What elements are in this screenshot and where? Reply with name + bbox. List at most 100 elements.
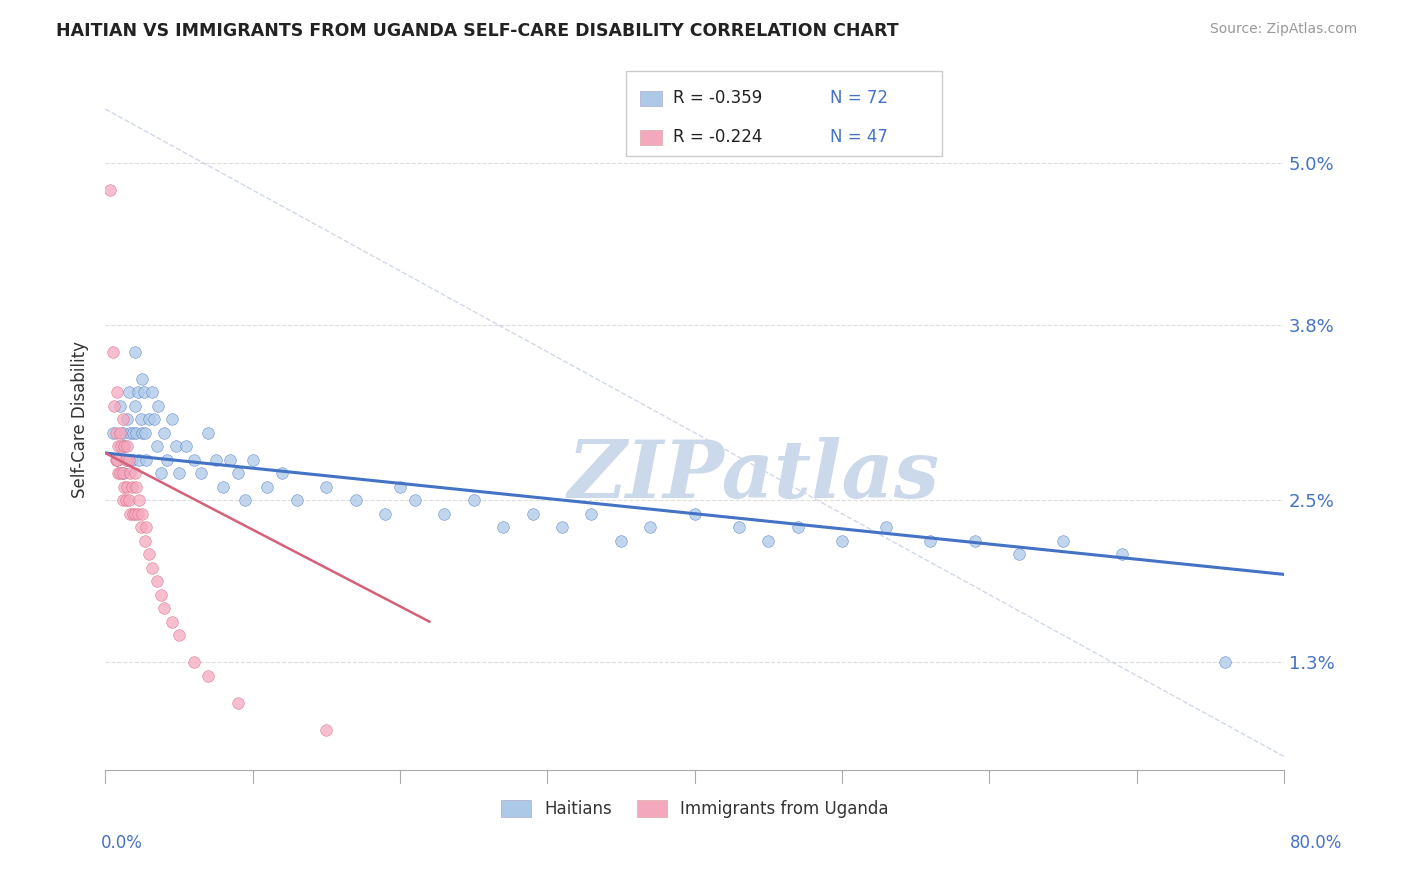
- Point: [141, 385, 163, 400]
- Point: [98, 183, 121, 197]
- Point: [551, 520, 574, 534]
- Point: [120, 467, 142, 481]
- Point: [153, 425, 176, 440]
- Point: [160, 615, 183, 629]
- Point: [1213, 655, 1236, 669]
- Point: [226, 696, 249, 710]
- Point: [112, 439, 135, 453]
- Point: [125, 480, 148, 494]
- Point: [108, 467, 131, 481]
- Point: [233, 493, 256, 508]
- Point: [148, 399, 170, 413]
- Point: [105, 452, 128, 467]
- Point: [121, 452, 143, 467]
- Point: [117, 452, 139, 467]
- Point: [875, 520, 897, 534]
- Point: [212, 480, 235, 494]
- Point: [118, 385, 141, 400]
- Point: [112, 439, 135, 453]
- Point: [125, 425, 148, 440]
- Point: [107, 439, 129, 453]
- Point: [1111, 547, 1133, 561]
- Point: [683, 507, 706, 521]
- Point: [153, 601, 176, 615]
- Point: [135, 520, 157, 534]
- Point: [104, 425, 127, 440]
- Point: [132, 385, 155, 400]
- Point: [128, 452, 150, 467]
- Point: [112, 480, 135, 494]
- Point: [115, 493, 138, 508]
- Point: [111, 493, 134, 508]
- Point: [108, 399, 131, 413]
- Point: [118, 452, 141, 467]
- Point: [124, 344, 146, 359]
- Point: [138, 412, 160, 426]
- Point: [141, 560, 163, 574]
- Point: [120, 425, 142, 440]
- Point: [160, 412, 183, 426]
- Point: [271, 467, 294, 481]
- Point: [183, 452, 205, 467]
- Point: [127, 507, 149, 521]
- Point: [831, 533, 853, 548]
- Point: [134, 425, 156, 440]
- Point: [129, 412, 152, 426]
- Point: [103, 399, 125, 413]
- Point: [640, 520, 662, 534]
- Point: [174, 439, 197, 453]
- Point: [118, 493, 141, 508]
- Text: Source: ZipAtlas.com: Source: ZipAtlas.com: [1209, 22, 1357, 37]
- Point: [344, 493, 367, 508]
- Point: [146, 574, 169, 589]
- Point: [105, 385, 128, 400]
- Point: [117, 439, 139, 453]
- Point: [138, 547, 160, 561]
- Point: [124, 399, 146, 413]
- Point: [117, 412, 139, 426]
- Point: [134, 533, 156, 548]
- Y-axis label: Self-Care Disability: Self-Care Disability: [72, 341, 89, 498]
- Point: [197, 668, 219, 682]
- Point: [285, 493, 308, 508]
- Point: [135, 452, 157, 467]
- Point: [756, 533, 779, 548]
- Point: [124, 467, 146, 481]
- Point: [131, 507, 153, 521]
- Point: [111, 412, 134, 426]
- Point: [581, 507, 603, 521]
- Point: [610, 533, 633, 548]
- Point: [492, 520, 515, 534]
- Point: [167, 467, 190, 481]
- Point: [150, 588, 173, 602]
- Text: 0.0%: 0.0%: [101, 834, 143, 852]
- Point: [727, 520, 749, 534]
- Point: [463, 493, 485, 508]
- Point: [122, 425, 145, 440]
- Point: [101, 344, 124, 359]
- Point: [146, 439, 169, 453]
- Point: [129, 520, 152, 534]
- Point: [963, 533, 986, 548]
- Point: [111, 467, 134, 481]
- Point: [131, 425, 153, 440]
- Point: [165, 439, 187, 453]
- Point: [315, 723, 337, 737]
- Point: [104, 452, 127, 467]
- Point: [128, 493, 150, 508]
- Point: [142, 412, 165, 426]
- Point: [131, 372, 153, 386]
- Point: [183, 655, 205, 669]
- Point: [204, 452, 226, 467]
- Point: [115, 452, 138, 467]
- Text: 80.0%: 80.0%: [1291, 834, 1343, 852]
- Point: [110, 439, 132, 453]
- Point: [121, 480, 143, 494]
- Text: N = 72: N = 72: [830, 89, 887, 107]
- Point: [1052, 533, 1074, 548]
- Point: [105, 452, 128, 467]
- Text: R = -0.359: R = -0.359: [673, 89, 762, 107]
- Point: [120, 507, 142, 521]
- Point: [226, 467, 249, 481]
- Point: [124, 507, 146, 521]
